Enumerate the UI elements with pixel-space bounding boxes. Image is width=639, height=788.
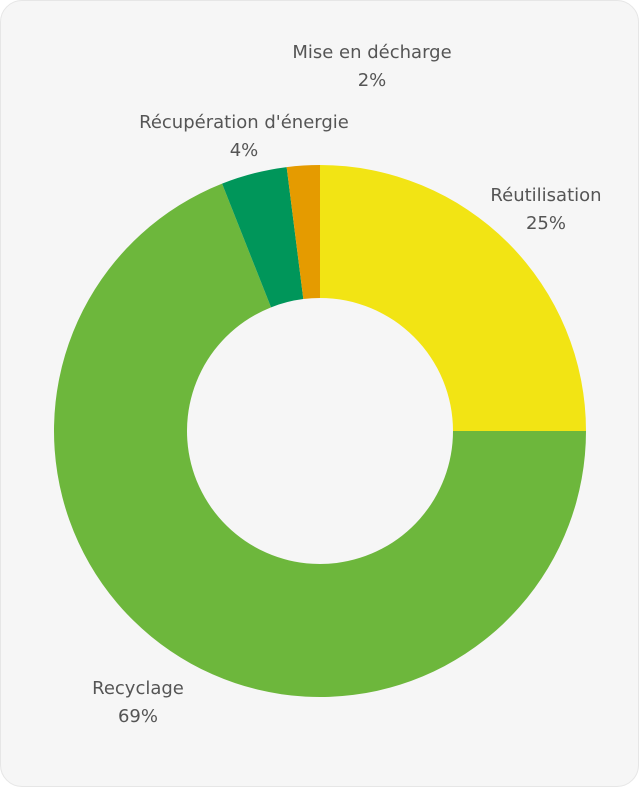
value-label: 4%	[230, 140, 259, 161]
donut-slice	[53, 183, 586, 698]
value-label: 69%	[118, 706, 158, 727]
donut-slice	[320, 165, 586, 431]
donut-slice	[222, 167, 304, 308]
value-label: 2%	[358, 70, 387, 91]
value-label: 25%	[526, 213, 566, 234]
slice-label: Recyclage	[92, 678, 184, 699]
slice-label: Réutilisation	[490, 185, 601, 206]
donut-slice	[286, 165, 320, 300]
slice-label: Récupération d'énergie	[139, 112, 349, 133]
slice-label: Mise en décharge	[292, 42, 451, 63]
